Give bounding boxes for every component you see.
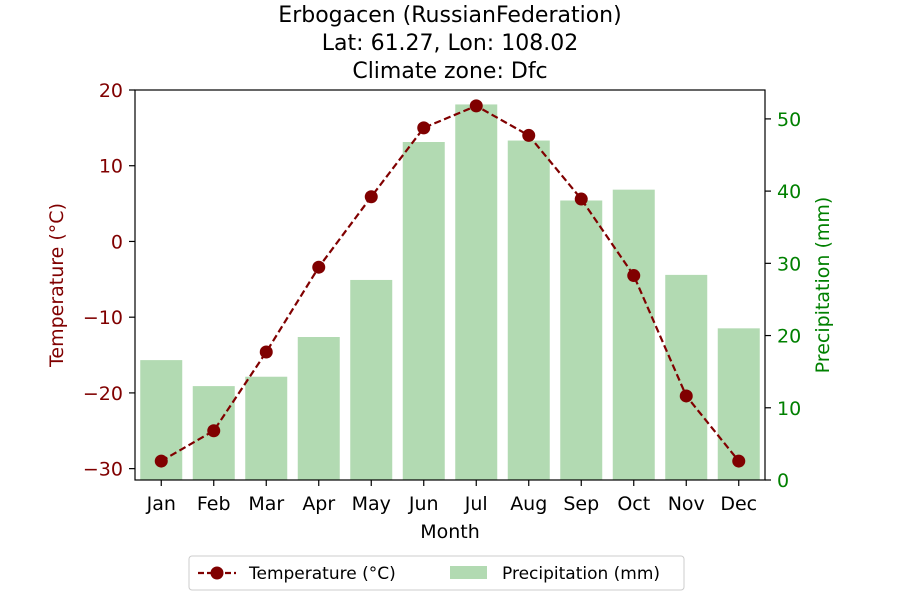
temperature-point-oct bbox=[627, 269, 641, 283]
legend-precipitation-swatch bbox=[450, 566, 487, 579]
month-tick-label: Dec bbox=[720, 493, 757, 515]
temperature-tick-label: −10 bbox=[83, 307, 123, 329]
temperature-line-path bbox=[160, 104, 740, 463]
temperature-tick-label: 0 bbox=[111, 231, 123, 253]
temperature-point-jul bbox=[469, 99, 483, 113]
precipitation-tick-label: 40 bbox=[777, 181, 801, 203]
month-tick-label: Oct bbox=[617, 493, 650, 515]
temperature-point-sep bbox=[574, 192, 588, 206]
month-tick-label: Feb bbox=[197, 493, 231, 515]
precipitation-bar-mar bbox=[245, 376, 288, 480]
temperature-tick-label: −20 bbox=[83, 383, 123, 405]
temperature-tick-label: 20 bbox=[99, 80, 123, 102]
month-tick-label: Jul bbox=[464, 493, 488, 515]
legend-temperature-label: Temperature (°C) bbox=[248, 564, 396, 584]
precipitation-bar-apr bbox=[297, 337, 340, 480]
temperature-point-mar bbox=[259, 345, 273, 359]
title-line-2: Lat: 61.27, Lon: 108.02 bbox=[322, 31, 578, 56]
temperature-axis: −30 −20 −10 0 10 20 bbox=[83, 80, 135, 481]
temperature-point-aug bbox=[522, 128, 536, 142]
temperature-tick-label: −30 bbox=[83, 459, 123, 481]
precipitation-bar-oct bbox=[612, 189, 655, 480]
month-tick-label: Mar bbox=[248, 493, 284, 515]
month-tick-label: Apr bbox=[302, 493, 335, 515]
precipitation-tick-label: 0 bbox=[777, 470, 789, 492]
legend-box bbox=[188, 555, 685, 591]
precipitation-tick-label: 50 bbox=[777, 109, 801, 131]
legend-temperature-swatch-marker bbox=[210, 566, 224, 580]
precipitation-bar-sep bbox=[560, 200, 603, 480]
precipitation-bar-may bbox=[350, 279, 393, 480]
x-axis-label: Month bbox=[420, 521, 480, 543]
temperature-point-feb bbox=[207, 424, 221, 438]
temperature-point-dec bbox=[732, 454, 746, 468]
plot-frame bbox=[134, 89, 766, 481]
month-axis: Jan Feb Mar Apr May Jun Jul Aug Sep Oct Nov Dec bbox=[146, 480, 757, 515]
precipitation-tick-label: 20 bbox=[777, 326, 801, 348]
y-axis-label-temperature: Temperature (°C) bbox=[46, 203, 68, 368]
precipitation-axis: 0 10 20 30 40 50 bbox=[765, 109, 801, 492]
temperature-tick-label: 10 bbox=[99, 156, 123, 178]
temperature-point-jan bbox=[154, 454, 168, 468]
title-line-3: Climate zone: Dfc bbox=[352, 59, 547, 84]
legend: Temperature (°C) Precipitation (mm) bbox=[188, 555, 685, 591]
month-tick-label: Sep bbox=[563, 493, 599, 515]
precipitation-bar-aug bbox=[507, 140, 550, 481]
precipitation-bars bbox=[140, 104, 760, 481]
title-line-1: Erbogacen (RussianFederation) bbox=[278, 3, 621, 28]
month-tick-label: Nov bbox=[668, 493, 705, 515]
precipitation-tick-label: 30 bbox=[777, 253, 801, 275]
temperature-point-apr bbox=[312, 260, 326, 274]
month-tick-label: Aug bbox=[510, 493, 547, 515]
precipitation-bar-nov bbox=[665, 274, 708, 480]
temperature-point-nov bbox=[679, 389, 693, 403]
chart-title: Erbogacen (RussianFederation) Lat: 61.27… bbox=[278, 3, 621, 84]
y-axis-label-precipitation: Precipitation (mm) bbox=[812, 197, 834, 374]
month-tick-label: Jan bbox=[146, 493, 176, 515]
month-tick-label: May bbox=[352, 493, 391, 515]
temperature-point-jun bbox=[417, 121, 431, 135]
temperature-line bbox=[154, 99, 746, 468]
month-tick-label: Jun bbox=[408, 493, 439, 515]
legend-precipitation-label: Precipitation (mm) bbox=[502, 564, 660, 584]
precipitation-tick-label: 10 bbox=[777, 398, 801, 420]
temperature-point-may bbox=[364, 190, 378, 204]
precipitation-bar-jun bbox=[402, 142, 445, 480]
precipitation-bar-jul bbox=[455, 104, 498, 480]
